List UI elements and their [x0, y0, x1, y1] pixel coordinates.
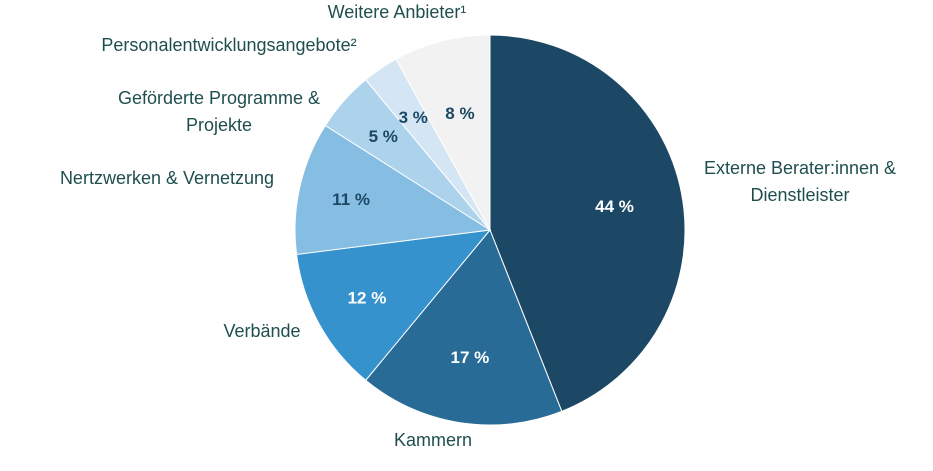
slice-value-label: 3 % [399, 108, 428, 127]
slice-value-label: 5 % [369, 127, 398, 146]
pie-slice [294, 124, 492, 255]
category-label: Weitere Anbieter¹ [328, 2, 467, 22]
category-label: Kammern [394, 430, 472, 450]
category-label: Nertzwerken & Vernetzung [60, 168, 274, 188]
slice-value-label: 12 % [348, 289, 387, 308]
slice-value-label: 17 % [450, 348, 489, 367]
pie-slice [395, 34, 491, 231]
slice-value-label: 11 % [332, 190, 370, 209]
slice-value-label: 8 % [445, 104, 474, 123]
category-label: Personalentwicklungsangebote² [101, 35, 356, 55]
category-label: Verbände [223, 321, 300, 341]
slice-value-label: 44 % [595, 197, 634, 216]
category-label: Geförderte Programme & Projekte [118, 88, 320, 135]
pie-slice [295, 229, 492, 381]
pie-slice [489, 34, 686, 412]
pie-slice [364, 229, 563, 426]
category-label: Externe Berater:innen & Dienstleister [704, 158, 896, 205]
